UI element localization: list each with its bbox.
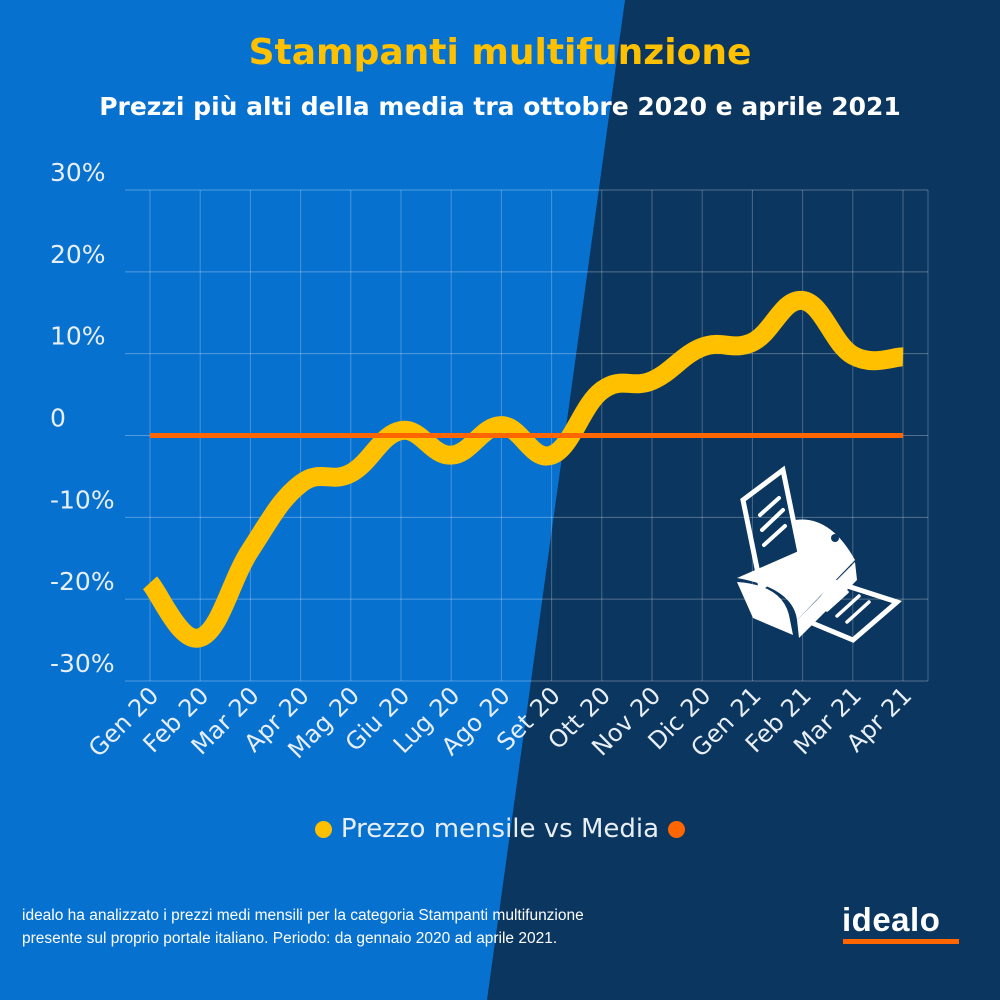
y-tick-label: 20% <box>50 240 106 269</box>
y-tick-label: 30% <box>50 158 106 187</box>
legend: Prezzo mensile vs Media <box>0 814 1000 844</box>
printer-icon <box>737 465 902 643</box>
y-tick-label: -30% <box>50 649 115 678</box>
y-tick-label: 0 <box>50 404 66 433</box>
y-tick-label: -10% <box>50 485 115 514</box>
legend-label: Prezzo mensile vs Media <box>340 814 660 844</box>
logo-underline <box>843 939 959 944</box>
footer-note: idealo ha analizzato i prezzi medi mensi… <box>22 904 584 950</box>
y-tick-label: 10% <box>50 322 106 351</box>
legend-orange-marker <box>668 820 686 838</box>
series-line-prezzo-mensile <box>142 290 904 648</box>
chart-subtitle: Prezzi più alti della media tra ottobre … <box>99 92 901 121</box>
chart-title: Stampanti multifunzione <box>248 32 752 73</box>
footer-line-2: presente sul proprio portale italiano. P… <box>22 930 558 947</box>
footer-line-1: idealo ha analizzato i prezzi medi mensi… <box>22 907 584 924</box>
idealo-logo: idealo <box>842 901 941 938</box>
y-tick-label: -20% <box>50 567 115 596</box>
legend-yellow-marker <box>314 820 332 838</box>
